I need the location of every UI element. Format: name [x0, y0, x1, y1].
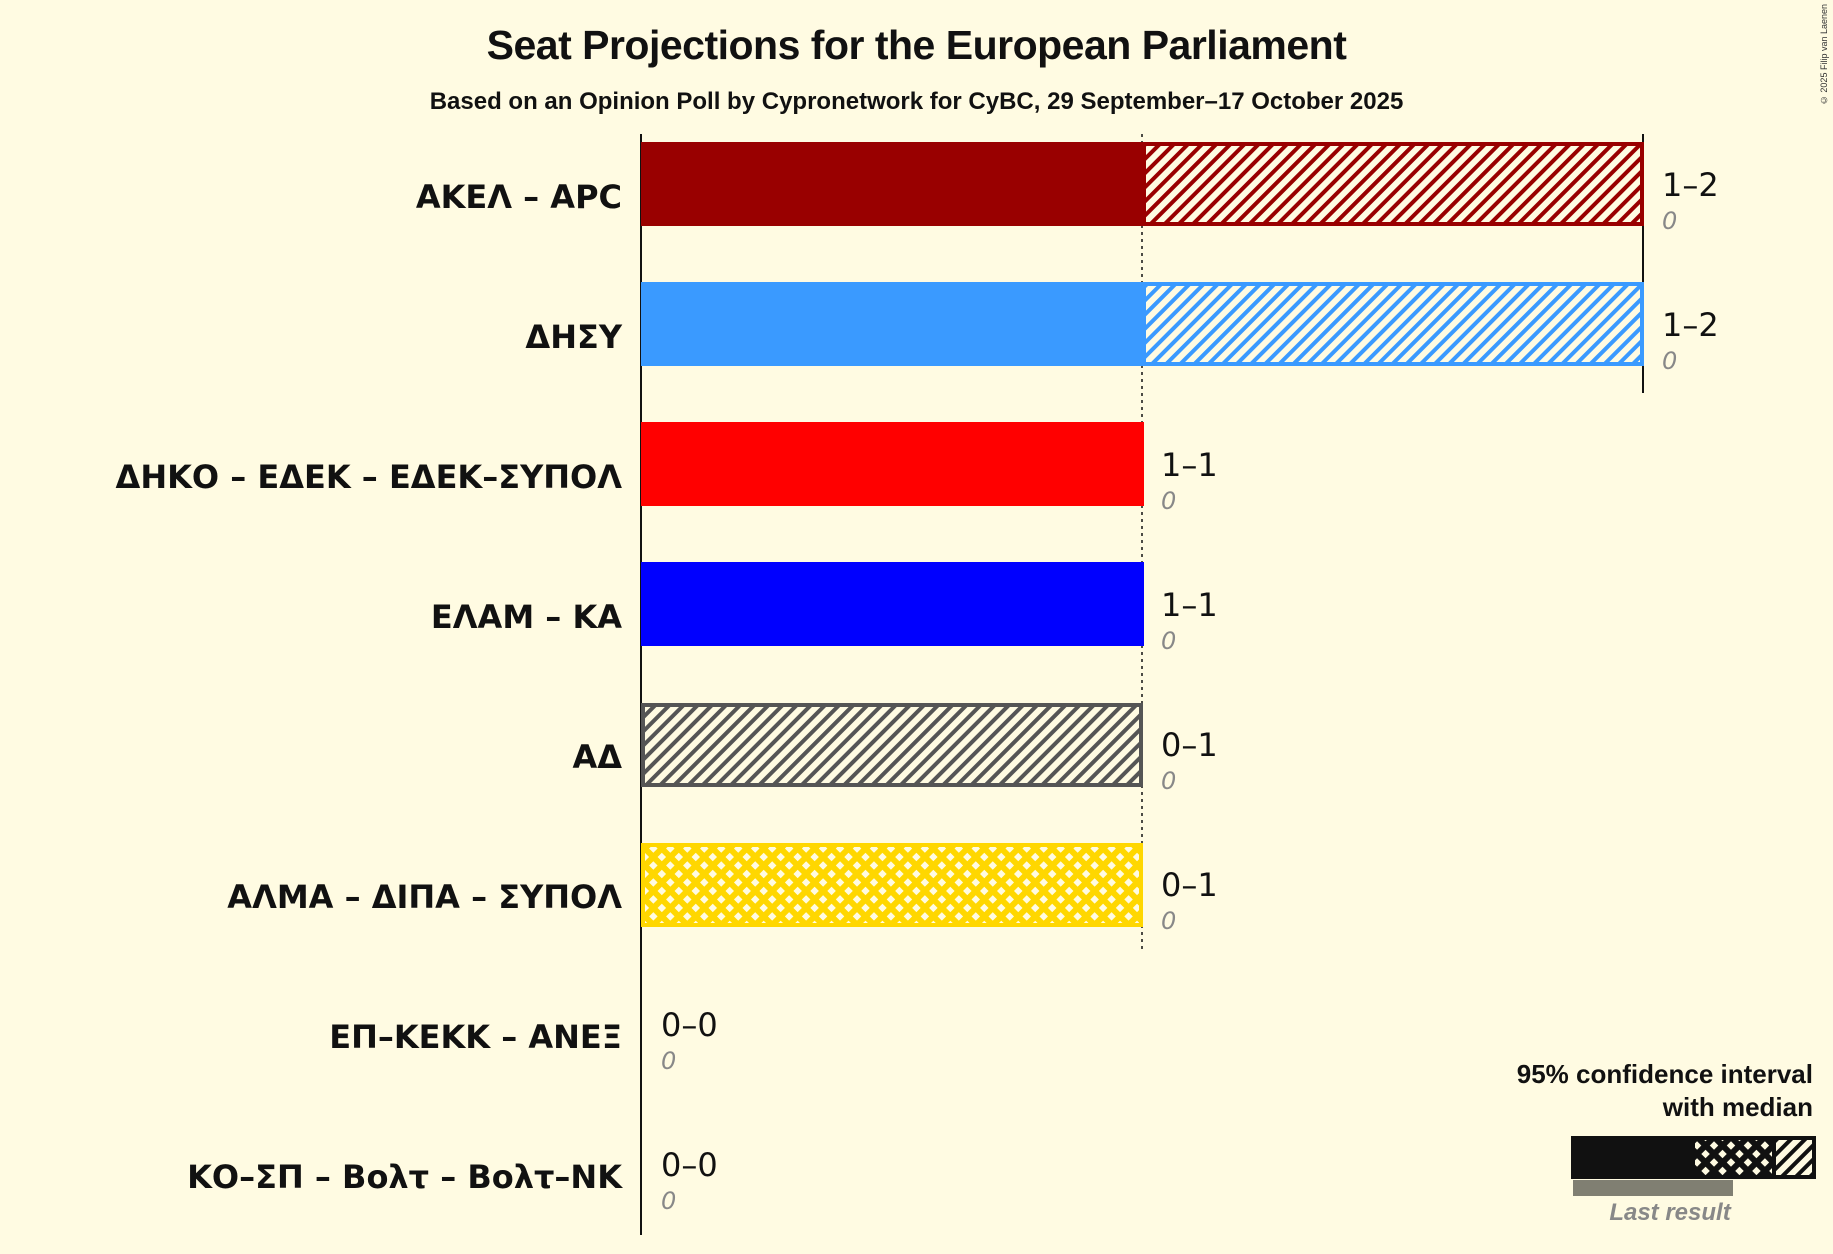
legend-swatch — [1571, 1136, 1816, 1196]
legend-last-result-bar — [1573, 1180, 1733, 1196]
range-label: 1–2 — [1662, 166, 1719, 204]
party-label: ΕΛΑΜ – ΚΑ — [431, 598, 622, 636]
range-label: 0–1 — [1161, 726, 1218, 764]
bar-row-elam: ΕΛΑΜ – ΚΑ 1–1 0 — [431, 562, 1218, 655]
range-label: 0–1 — [1161, 866, 1218, 904]
party-label: ΕΠ–ΚΕΚΚ – ΑΝΕΞ — [329, 1018, 622, 1056]
last-result-label: 0 — [661, 1187, 676, 1215]
median-bar — [641, 562, 1144, 646]
party-label: ΔΗΣΥ — [525, 318, 622, 356]
legend-solid-bar — [1571, 1136, 1693, 1179]
last-result-label: 0 — [1161, 907, 1176, 935]
chart-subtitle: Based on an Opinion Poll by Cypronetwork… — [429, 88, 1404, 115]
party-label: ΑΛΜΑ – ΔΙΠΑ – ΣΥΠΟΛ — [227, 878, 622, 916]
range-label: 1–1 — [1161, 446, 1218, 484]
last-result-label: 0 — [1662, 347, 1677, 375]
last-result-label: 0 — [1161, 487, 1176, 515]
legend-title-line1: 95% confidence interval — [1516, 1059, 1813, 1089]
legend-hatch-bar — [1772, 1136, 1816, 1179]
range-label: 1–2 — [1662, 306, 1719, 344]
party-label: ΚΟ–ΣΠ – Βολτ – Βολτ–ΝΚ — [187, 1158, 623, 1196]
last-result-label: 0 — [661, 1047, 676, 1075]
party-label: ΑΔ — [572, 738, 622, 776]
ci-upper-bar — [641, 703, 1143, 787]
bar-row-alma: ΑΛΜΑ – ΔΙΠΑ – ΣΥΠΟΛ 0–1 0 — [227, 843, 1218, 935]
legend-title: 95% confidence interval with median — [1517, 1058, 1813, 1124]
bar-row-ep-kekk: ΕΠ–ΚΕΚΚ – ΑΝΕΞ 0–0 0 — [329, 1006, 718, 1075]
legend-title-line2: with median — [1662, 1092, 1813, 1122]
bar-row-ko-sp: ΚΟ–ΣΠ – Βολτ – Βολτ–ΝΚ 0–0 0 — [187, 1146, 718, 1215]
last-result-label: 0 — [1662, 207, 1677, 235]
party-label: ΑΚΕΛ – APC — [416, 178, 622, 216]
ci-upper-bar — [1142, 282, 1644, 366]
median-bar — [641, 422, 1144, 506]
legend-last-result-label: Last result — [1609, 1199, 1731, 1226]
last-result-label: 0 — [1161, 627, 1176, 655]
chart-title: Seat Projections for the European Parlia… — [486, 22, 1347, 68]
range-label: 0–0 — [661, 1146, 718, 1184]
legend-crosshatch-bar — [1691, 1136, 1776, 1179]
bar-row-akel: ΑΚΕΛ – APC 1–2 0 — [416, 142, 1719, 235]
bar-row-ad: ΑΔ 0–1 0 — [572, 703, 1218, 795]
ci-upper-bar — [641, 843, 1143, 927]
ci-upper-bar — [1142, 142, 1644, 226]
median-bar — [641, 282, 1142, 366]
median-bar — [641, 142, 1142, 226]
party-label: ΔΗΚΟ – ΕΔΕΚ – ΕΔΕΚ–ΣΥΠΟΛ — [116, 458, 623, 496]
range-label: 1–1 — [1161, 586, 1218, 624]
bar-row-diko: ΔΗΚΟ – ΕΔΕΚ – ΕΔΕΚ–ΣΥΠΟΛ 1–1 0 — [116, 422, 1218, 515]
range-label: 0–0 — [661, 1006, 718, 1044]
bar-row-disy: ΔΗΣΥ 1–2 0 — [525, 282, 1719, 375]
last-result-label: 0 — [1161, 767, 1176, 795]
